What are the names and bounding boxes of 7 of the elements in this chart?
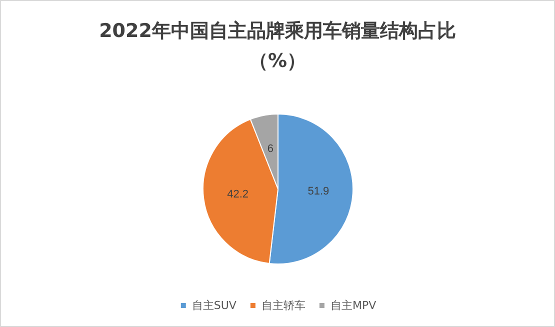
legend-label: 自主MPV [330, 299, 377, 312]
legend-label: 自主SUV [192, 299, 237, 312]
chart-title: 2022年中国自主品牌乘用车销量结构占比（%） [99, 20, 456, 72]
legend-label: 自主轿车 [261, 299, 306, 312]
data-label: 42.2 [227, 188, 249, 200]
data-label: 51.9 [308, 185, 330, 198]
data-label: 6 [267, 143, 274, 156]
